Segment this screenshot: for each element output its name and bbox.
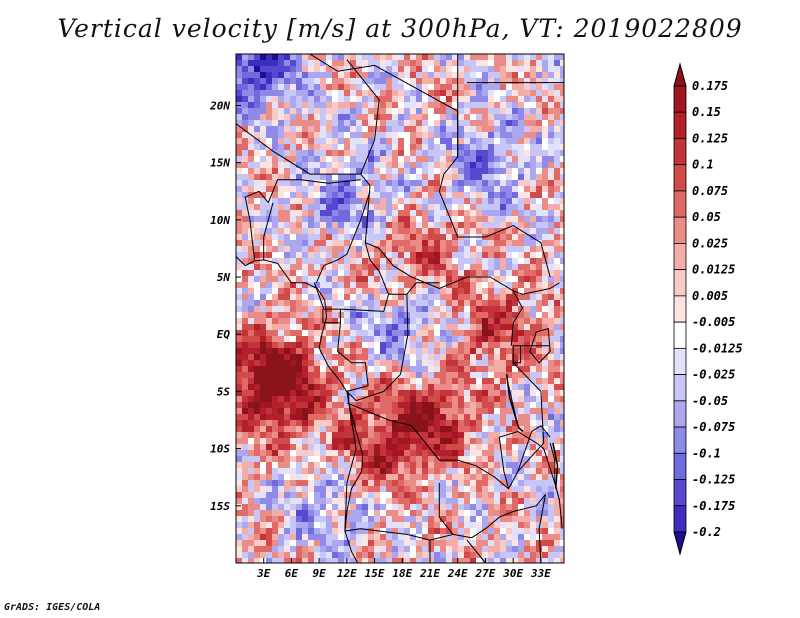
- colorbar-label: 0.125: [692, 131, 728, 145]
- colorbar-label: -0.2: [692, 525, 721, 539]
- colorbar-swatch: [674, 322, 686, 348]
- x-tick-label: 18E: [392, 567, 412, 580]
- x-tick-label: 27E: [475, 567, 496, 580]
- colorbar-swatch: [674, 348, 686, 374]
- colorbar-swatch: [674, 165, 686, 191]
- colorbar-label: -0.0125: [692, 341, 743, 355]
- colorbar-label: -0.025: [692, 368, 735, 382]
- colorbar: 0.175 0.15 0.125 0.1 0.075 0.05 0.025 0.0125 0.0…: [674, 64, 743, 554]
- x-tick-label: 9E: [313, 567, 327, 580]
- y-tick-label: 15N: [210, 157, 230, 170]
- colorbar-label: 0.025: [692, 236, 728, 250]
- x-tick-label: 30E: [502, 567, 523, 580]
- grads-credit: GrADS: IGES/COLA: [4, 602, 100, 613]
- colorbar-label: -0.125: [692, 473, 735, 487]
- colorbar-swatch: [674, 453, 686, 479]
- y-tick-label: EQ: [217, 328, 231, 341]
- colorbar-swatch: [674, 401, 686, 427]
- colorbar-label: 0.15: [692, 105, 721, 119]
- y-tick-label: 15S: [210, 500, 230, 513]
- colorbar-over-arrow: [674, 64, 686, 86]
- x-tick-label: 3E: [256, 567, 271, 580]
- y-tick-label: 5N: [217, 271, 231, 284]
- colorbar-label: 0.005: [692, 289, 728, 303]
- y-tick-label: 10S: [210, 443, 230, 456]
- colorbar-label: 0.075: [692, 184, 728, 198]
- colorbar-label: 0.1: [692, 158, 714, 172]
- colorbar-label: -0.075: [692, 420, 735, 434]
- colorbar-label: -0.1: [692, 446, 721, 460]
- colorbar-under-arrow: [674, 532, 686, 554]
- y-tick-label: 20N: [209, 99, 230, 112]
- colorbar-swatch: [674, 270, 686, 296]
- y-tick-label: 10N: [210, 214, 230, 227]
- colorbar-swatch: [674, 86, 686, 112]
- colorbar-label: 0.175: [692, 79, 728, 93]
- colorbar-swatch: [674, 506, 686, 532]
- colorbar-label: -0.005: [692, 315, 735, 329]
- y-tick-label: 5S: [217, 385, 231, 398]
- colorbar-label: 0.05: [692, 210, 721, 224]
- colorbar-swatch: [674, 480, 686, 506]
- chart-svg: 3E 6E 9E 12E 15E 18E 21E 24E 27E 30E 33E 20N 15N 10N…: [0, 0, 800, 618]
- x-tick-label: 33E: [530, 567, 551, 580]
- x-tick-label: 15E: [365, 567, 385, 580]
- colorbar-swatch: [674, 191, 686, 217]
- colorbar-swatch: [674, 112, 686, 138]
- x-tick-label: 21E: [419, 567, 440, 580]
- colorbar-swatch: [674, 427, 686, 453]
- colorbar-swatch: [674, 138, 686, 164]
- velocity-field: [236, 54, 566, 564]
- x-tick-label: 12E: [337, 567, 357, 580]
- colorbar-label: -0.05: [692, 394, 728, 408]
- x-tick-label: 24E: [447, 567, 468, 580]
- colorbar-swatch: [674, 217, 686, 243]
- colorbar-label: 0.0125: [692, 263, 735, 277]
- colorbar-swatch: [674, 243, 686, 269]
- x-tick-label: 6E: [285, 567, 299, 580]
- colorbar-swatch: [674, 375, 686, 401]
- colorbar-swatch: [674, 296, 686, 322]
- colorbar-label: -0.175: [692, 499, 735, 513]
